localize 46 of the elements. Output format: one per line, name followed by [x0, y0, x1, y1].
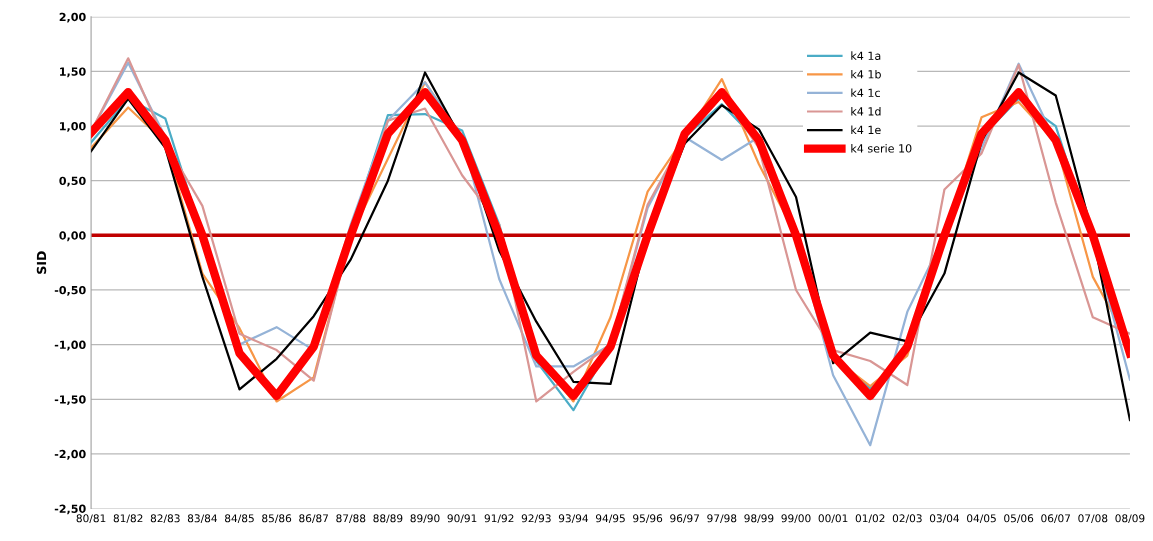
y-tick-label: -1,00 [54, 340, 86, 351]
x-tick-label: 85/86 [262, 514, 292, 524]
x-tick-label: 06/07 [1041, 514, 1071, 524]
x-tick-label: 96/97 [670, 514, 700, 524]
x-tick-label: 89/90 [410, 514, 440, 524]
legend-label: k4 1e [851, 125, 881, 135]
x-tick-label: 88/89 [373, 514, 403, 524]
x-tick-label: 05/06 [1004, 514, 1034, 524]
legend-label: k4 1c [851, 88, 880, 98]
x-tick-label: 07/08 [1078, 514, 1108, 524]
legend-label: k4 1a [851, 51, 881, 60]
x-tick-label: 92/93 [521, 514, 551, 524]
y-tick-label: 1,50 [60, 67, 86, 78]
x-tick-label: 93/94 [558, 514, 589, 524]
x-tick-label: 04/05 [967, 514, 996, 524]
x-tick-label: 98/99 [744, 514, 774, 524]
x-tick-label: 97/98 [707, 514, 737, 524]
x-tick-label: 02/03 [892, 514, 922, 524]
x-tick-label: 81/82 [113, 514, 143, 524]
x-tick-label: 83/84 [187, 514, 218, 524]
x-tick-label: 90/91 [447, 514, 477, 524]
x-tick-label: 84/85 [225, 514, 254, 524]
y-tick-label: -0,50 [54, 285, 86, 296]
x-tick-label: 86/87 [299, 514, 329, 524]
y-tick-label: -2,00 [54, 449, 86, 460]
x-tick-label: 00/01 [818, 514, 848, 524]
x-tick-label: 08/09 [1115, 514, 1145, 524]
x-tick-label: 03/04 [929, 514, 960, 524]
y-tick-label: 1,00 [60, 122, 86, 132]
y-tick-label: 2,00 [59, 12, 86, 23]
x-tick-label: 91/92 [484, 514, 514, 524]
x-tick-label: 80/81 [76, 514, 106, 524]
y-tick-label: 0,50 [59, 176, 86, 187]
x-tick-label: 82/83 [150, 514, 180, 524]
legend-label: k4 serie 10 [851, 144, 912, 153]
x-tick-label: 01/02 [855, 514, 885, 524]
x-tick-label: 87/88 [336, 514, 366, 524]
x-tick-label: 95/96 [633, 514, 663, 524]
x-tick-label: 99/00 [781, 514, 811, 524]
legend-label: k4 1b [851, 69, 881, 79]
y-tick-label: -1,50 [54, 395, 86, 406]
y-tick-label: 0,00 [59, 231, 86, 242]
y-axis-title: SID [36, 251, 47, 274]
x-tick-label: 94/95 [595, 514, 625, 524]
y-tick-label: -2,50 [54, 504, 86, 515]
legend-label: k4 1d [851, 106, 881, 116]
